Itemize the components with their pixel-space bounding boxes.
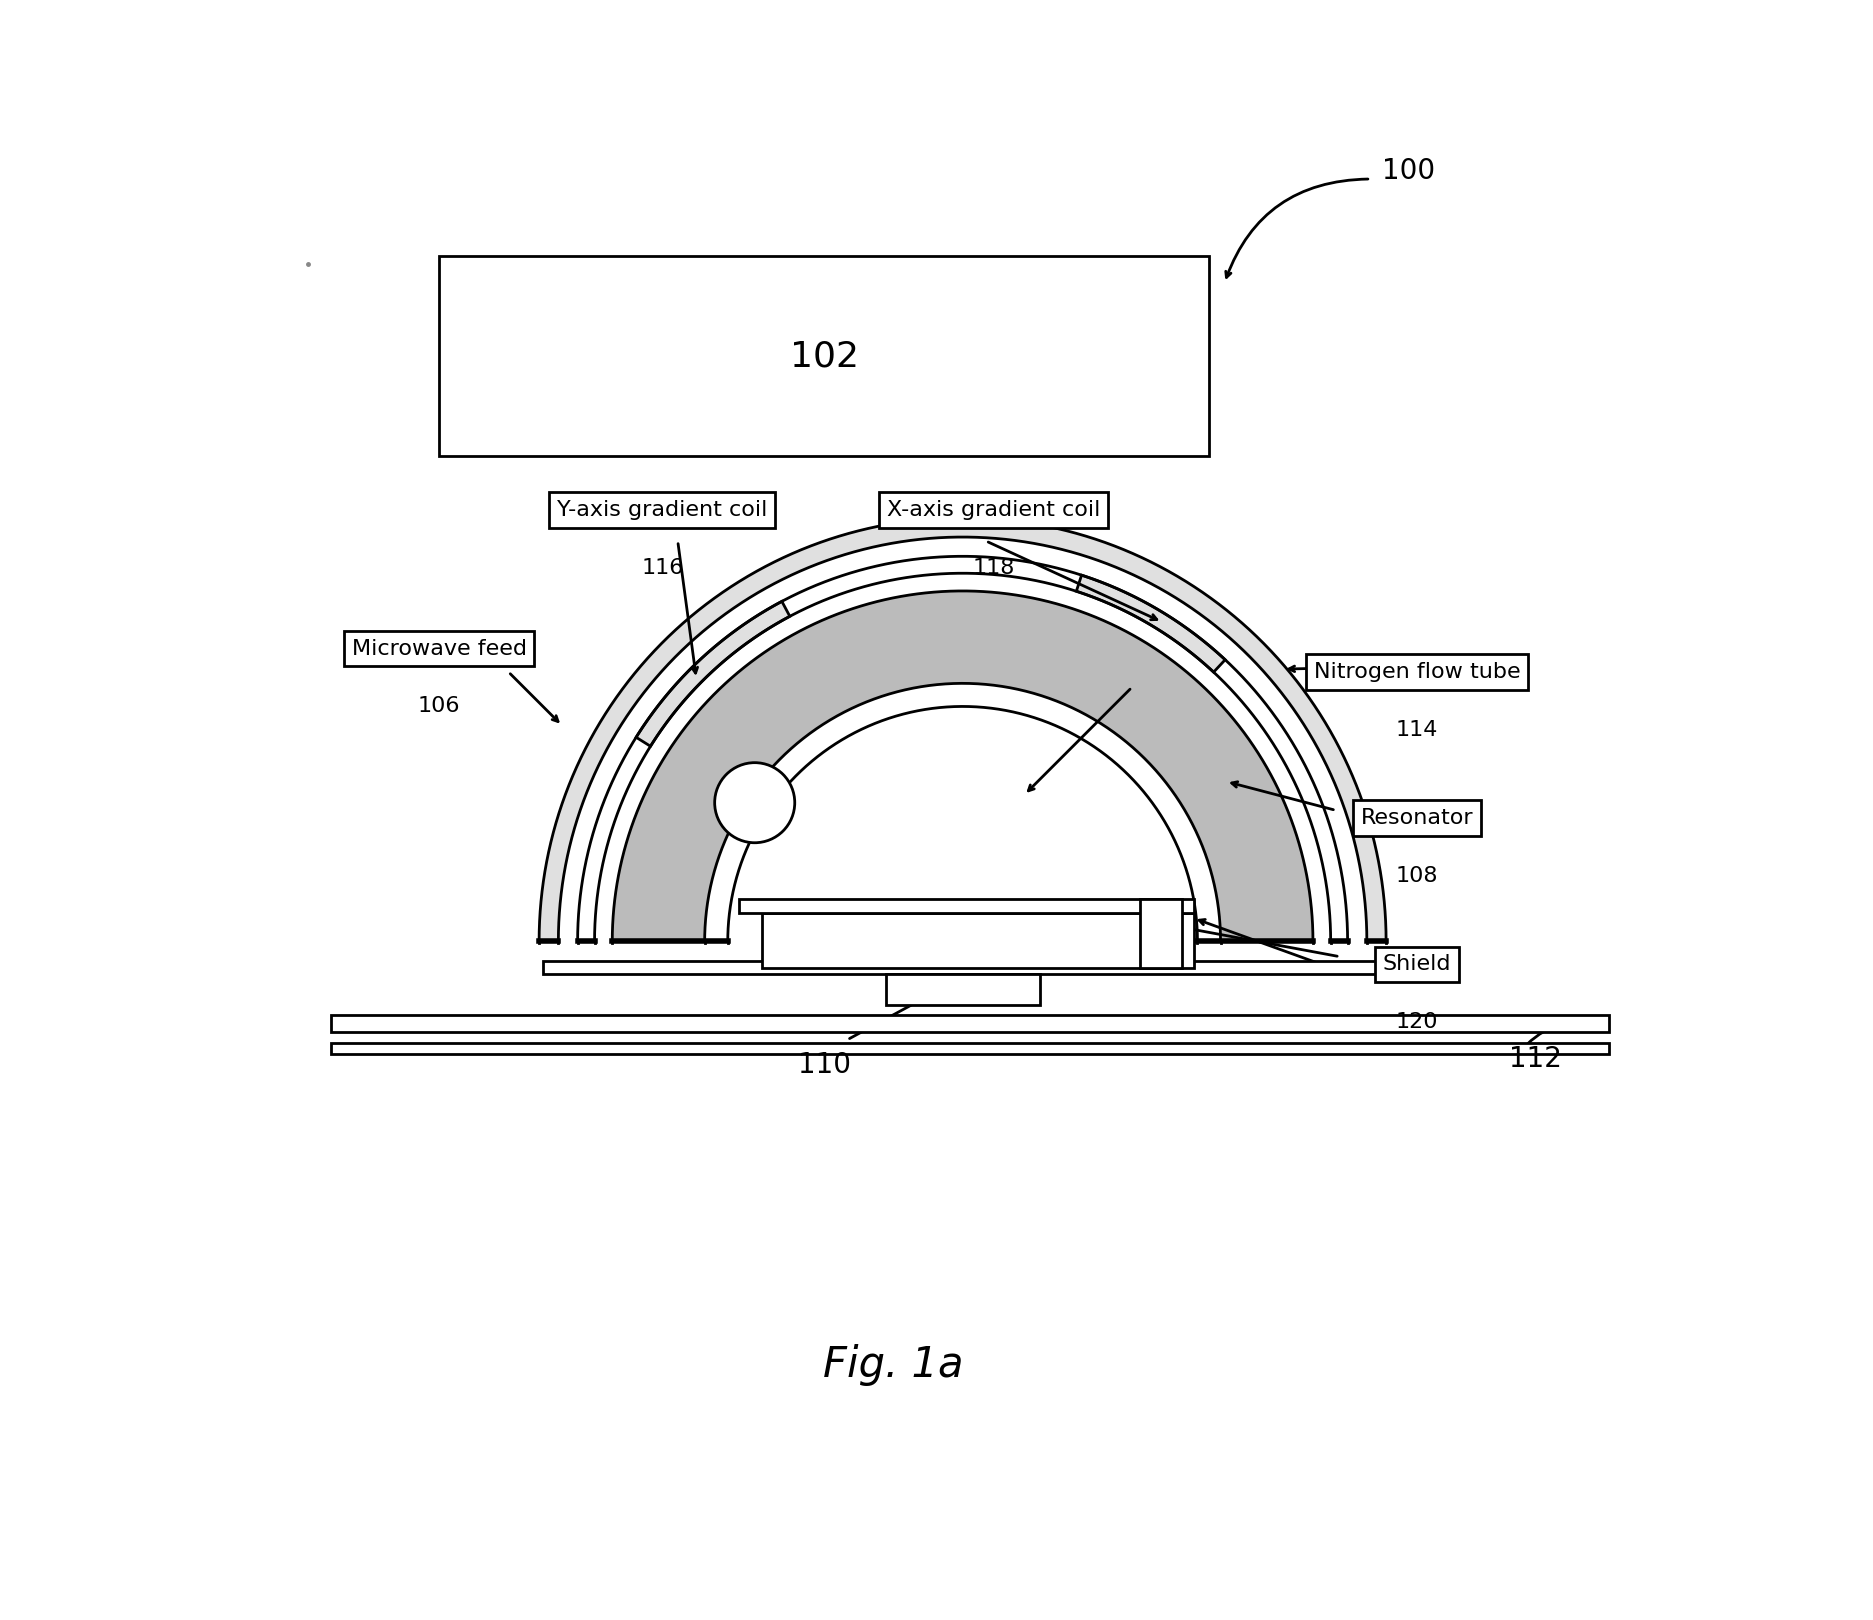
Text: 108: 108 [1395,865,1438,886]
Bar [1139,899,1182,969]
Text: 118: 118 [972,557,1015,578]
Polygon shape [539,518,1386,941]
Polygon shape [612,591,1313,941]
Bar [332,1016,1609,1032]
Text: Shield: Shield [1382,954,1452,974]
Text: Y-axis gradient coil: Y-axis gradient coil [556,501,768,520]
Text: Resonator: Resonator [1360,808,1474,828]
Bar [740,899,1193,912]
Polygon shape [539,518,1386,941]
Polygon shape [594,573,1330,941]
Bar [332,1043,1609,1053]
Text: Nitrogen flow tube: Nitrogen flow tube [1313,663,1521,682]
Polygon shape [637,601,790,747]
Bar [762,912,1193,969]
Text: 100: 100 [1382,157,1435,185]
Text: 110: 110 [798,1051,850,1079]
Polygon shape [704,684,1221,941]
Bar [543,961,1382,974]
Text: 114: 114 [1395,719,1438,740]
Text: Microwave feed: Microwave feed [352,638,526,659]
Polygon shape [1077,575,1225,672]
Text: Fig. 1a: Fig. 1a [822,1345,963,1385]
Text: 112: 112 [1510,1045,1562,1072]
Bar [886,974,1040,1004]
Bar [438,256,1208,457]
Text: X-axis gradient coil: X-axis gradient coil [886,501,1099,520]
Circle shape [715,763,794,842]
Text: 102: 102 [790,339,858,373]
Polygon shape [558,538,1367,941]
Text: 120: 120 [1395,1012,1438,1032]
Text: 106: 106 [418,697,461,716]
Text: 116: 116 [641,557,684,578]
